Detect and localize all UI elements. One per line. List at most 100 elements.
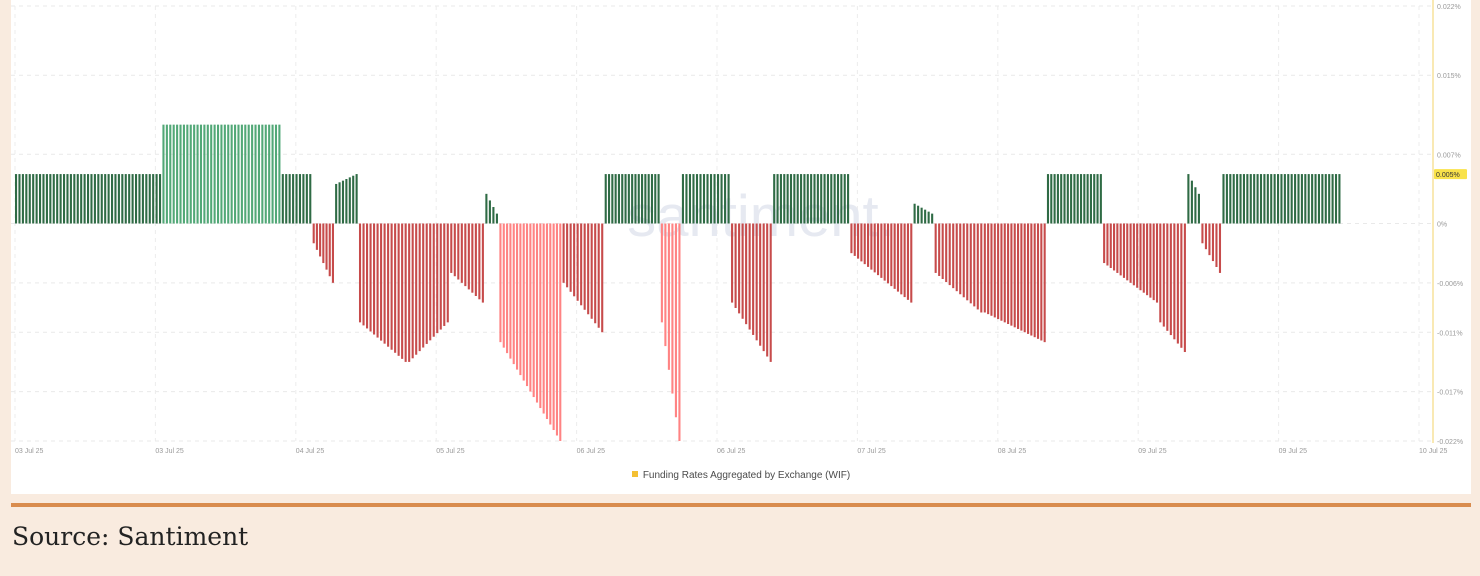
- bar-positive: [213, 124, 216, 224]
- bar-positive: [220, 124, 223, 224]
- bar-negative: [432, 223, 435, 337]
- bar-negative: [397, 223, 400, 356]
- bar-positive: [813, 174, 816, 224]
- bar-positive: [305, 174, 308, 224]
- bar-negative: [1132, 223, 1135, 286]
- bar-positive: [1263, 174, 1266, 224]
- bar-positive: [295, 174, 298, 224]
- bar-negative: [1109, 223, 1112, 268]
- bar-positive: [847, 174, 850, 224]
- bar-negative: [850, 223, 853, 254]
- bar-negative: [580, 223, 583, 306]
- bar-positive: [234, 124, 237, 224]
- bar-positive: [685, 174, 688, 224]
- bar-negative: [762, 223, 765, 352]
- bar-negative: [1020, 223, 1023, 331]
- bar-negative: [499, 223, 502, 343]
- bar-negative: [952, 223, 955, 289]
- bar-positive: [18, 174, 21, 224]
- bar-positive: [39, 174, 42, 224]
- bar-positive: [69, 174, 72, 224]
- bar-negative: [1162, 223, 1165, 327]
- bar-positive: [335, 183, 338, 224]
- bar-positive: [1334, 174, 1338, 224]
- bar-positive: [654, 174, 657, 224]
- bar-negative: [880, 223, 883, 278]
- bar-positive: [230, 124, 233, 224]
- x-tick-label: 08 Jul 25: [998, 448, 1027, 455]
- bar-negative: [312, 223, 315, 244]
- bar-positive: [1063, 174, 1066, 224]
- bar-positive: [59, 174, 62, 224]
- bar-negative: [745, 223, 748, 325]
- bar-positive: [100, 174, 103, 224]
- bar-positive: [1197, 193, 1200, 224]
- bar-positive: [162, 124, 165, 224]
- bar-positive: [617, 174, 620, 224]
- bar-negative: [559, 223, 562, 441]
- bar-positive: [257, 124, 260, 224]
- bar-negative: [509, 223, 512, 359]
- bars-group: [15, 124, 1341, 441]
- bar-positive: [1321, 174, 1324, 224]
- bar-negative: [667, 223, 670, 370]
- bar-positive: [292, 174, 295, 224]
- bar-negative: [1201, 223, 1204, 244]
- bar-positive: [240, 124, 243, 224]
- bar-negative: [439, 223, 442, 330]
- bar-negative: [1136, 223, 1139, 288]
- bar-negative: [566, 223, 569, 288]
- bar-positive: [1096, 174, 1099, 224]
- x-tick-label: 06 Jul 25: [717, 448, 746, 455]
- legend[interactable]: Funding Rates Aggregated by Exchange (WI…: [11, 470, 1471, 481]
- bar-positive: [1236, 174, 1239, 224]
- bar-negative: [322, 223, 325, 264]
- x-tick-label: 04 Jul 25: [296, 448, 325, 455]
- bar-positive: [1311, 174, 1314, 224]
- bar-negative: [519, 223, 522, 376]
- bar-negative: [532, 223, 535, 398]
- bar-positive: [488, 200, 491, 224]
- bar-positive: [1070, 174, 1073, 224]
- bar-negative: [755, 223, 758, 341]
- bar-positive: [80, 174, 83, 224]
- bar-positive: [206, 124, 209, 224]
- bar-negative: [983, 223, 986, 313]
- bar-positive: [1249, 174, 1252, 224]
- bar-negative: [373, 223, 376, 335]
- bar-positive: [1283, 174, 1286, 224]
- source-caption: Source: Santiment: [12, 522, 249, 551]
- bar-positive: [1314, 174, 1317, 224]
- bar-positive: [176, 124, 179, 224]
- bar-positive: [492, 207, 495, 224]
- bar-positive: [702, 174, 706, 224]
- bar-positive: [786, 174, 789, 224]
- bar-positive: [1287, 174, 1290, 224]
- bar-positive: [124, 174, 127, 224]
- bar-negative: [857, 223, 860, 259]
- bar-negative: [453, 223, 456, 277]
- bar-positive: [695, 174, 699, 224]
- bar-negative: [529, 223, 532, 392]
- bar-positive: [66, 174, 69, 224]
- x-tick-label: 09 Jul 25: [1138, 448, 1167, 455]
- bar-positive: [1089, 174, 1092, 224]
- bar-negative: [980, 223, 983, 313]
- bar-negative: [906, 223, 910, 300]
- bar-positive: [826, 174, 829, 224]
- bar-positive: [803, 174, 806, 224]
- bar-negative: [478, 223, 481, 300]
- bar-positive: [1280, 174, 1283, 224]
- bar-negative: [464, 223, 467, 287]
- bar-negative: [1043, 223, 1046, 343]
- bar-negative: [860, 223, 863, 262]
- bar-negative: [1155, 223, 1159, 303]
- x-tick-label: 03 Jul 25: [155, 448, 184, 455]
- bar-negative: [1183, 223, 1186, 353]
- bar-positive: [285, 174, 288, 224]
- bar-negative: [457, 223, 460, 280]
- bar-positive: [298, 174, 302, 224]
- bar-positive: [840, 174, 843, 224]
- bar-positive: [21, 174, 24, 224]
- bar-negative: [1152, 223, 1155, 301]
